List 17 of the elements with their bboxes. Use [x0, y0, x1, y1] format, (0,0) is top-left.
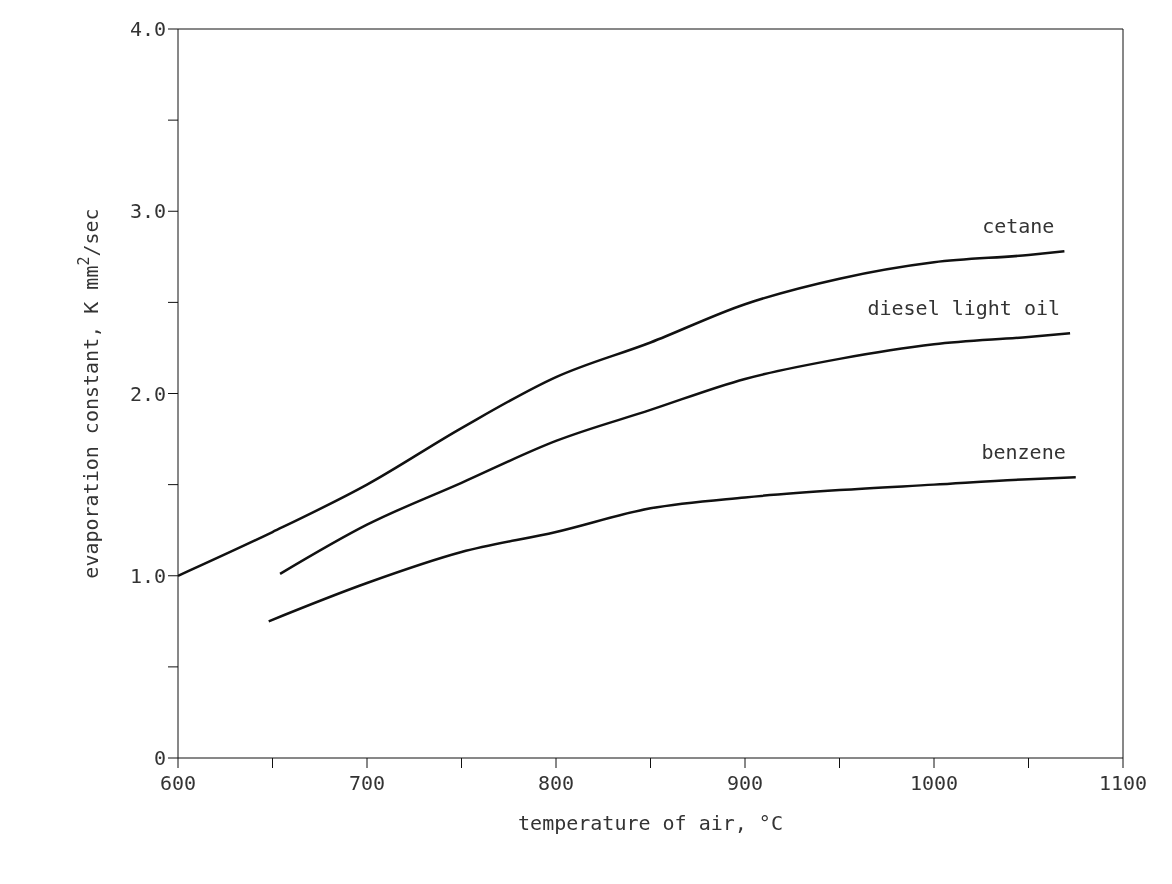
x-tick-label: 800	[537, 771, 575, 796]
x-axis-title: temperature of air, °C	[518, 811, 783, 835]
x-tick-label: 700	[348, 771, 386, 796]
line-series	[278, 332, 1072, 576]
line-series	[267, 476, 1077, 623]
y-tick-label: 0	[153, 746, 166, 771]
y-tick-label: 1.0	[129, 563, 166, 588]
x-tick-label: 600	[159, 771, 197, 796]
y-tick-label: 2.0	[129, 381, 166, 406]
y-tick-label: 4.0	[129, 17, 166, 42]
y-tick-label: 3.0	[129, 199, 166, 224]
x-tick-label: 1000	[909, 771, 959, 796]
series-label: diesel light oil	[867, 296, 1061, 321]
x-tick-label: 1100	[1098, 771, 1148, 796]
series-label: benzene	[981, 440, 1066, 465]
series-label: cetane	[982, 214, 1055, 239]
x-tick-label: 900	[726, 771, 764, 796]
